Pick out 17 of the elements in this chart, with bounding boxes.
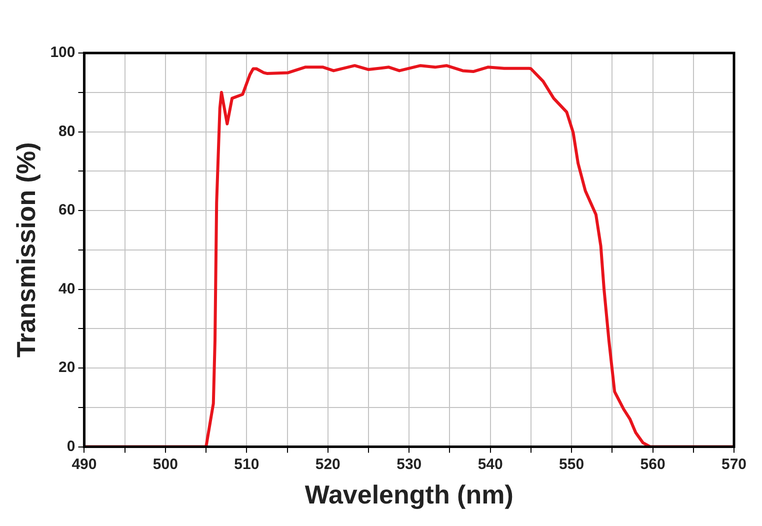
x-tick-label: 490 [72, 456, 97, 473]
x-tick-label: 510 [234, 456, 260, 473]
x-tick-label: 530 [396, 456, 422, 473]
x-tick-label: 500 [152, 456, 178, 473]
y-tick-label: 80 [58, 122, 76, 140]
y-tick-label: 100 [50, 44, 76, 62]
y-tick-label: 40 [58, 280, 76, 298]
x-tick-label: 550 [559, 456, 584, 473]
y-axis-title: Transmission (%) [10, 142, 41, 358]
y-tick-label: 20 [58, 359, 76, 376]
x-tick-label: 560 [640, 456, 666, 473]
y-tick-label: 0 [66, 438, 76, 455]
x-tick-label: 520 [315, 456, 340, 473]
y-tick-label: 60 [58, 202, 76, 219]
x-tick-label: 540 [478, 456, 503, 473]
x-axis-title: Wavelength (nm) [304, 480, 514, 510]
x-tick-label: 570 [721, 456, 747, 473]
